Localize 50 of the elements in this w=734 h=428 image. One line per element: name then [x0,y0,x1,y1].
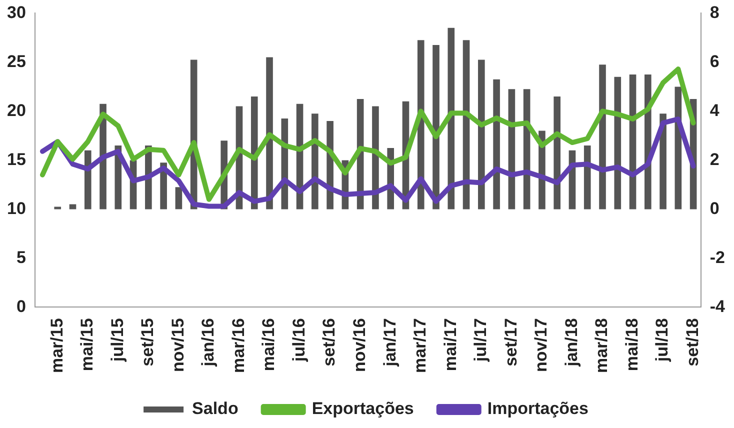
x-tick-label: mai/15 [78,318,97,372]
bar [54,206,62,210]
y2-tick-label: 6 [710,52,720,71]
x-tick-label: mai/17 [440,318,460,372]
y2-tick-label: 4 [710,100,720,120]
y-tick-label: 5 [16,248,26,267]
y2-tick-label: 8 [710,2,720,22]
bar [84,150,92,210]
y-tick-label: 30 [6,2,26,22]
x-tick-label: mai/18 [622,318,642,372]
bar [448,28,455,210]
y-tick-label: 25 [6,52,26,71]
x-tick-label: jan/18 [562,318,581,368]
y2-tick-label: 2 [710,150,720,169]
x-tick-label: jul/16 [289,318,308,363]
x-tick-label: mar/18 [592,318,612,374]
x-tick-label: set/17 [501,318,520,366]
y-tick-label: 15 [6,150,26,169]
y-tick-label: 0 [16,296,26,316]
y-tick-label: 20 [6,100,26,120]
x-tick-label: nov/16 [350,318,370,372]
x-tick-label: nov/17 [532,318,551,372]
legend-label: Saldo [192,399,238,418]
y-tick-label: 10 [6,198,26,218]
x-tick-label: jan/16 [198,318,218,368]
bar [175,187,182,210]
y2-tick-label: -2 [710,248,726,267]
x-tick-label: jul/18 [652,318,672,363]
x-tick-label: mai/16 [259,318,278,372]
legend-label: Importações [487,399,588,418]
bar [584,145,591,210]
x-tick-label: jul/15 [108,318,127,363]
x-tick-label: jan/17 [380,318,400,368]
bar [478,60,485,210]
x-tick-label: nov/15 [168,318,188,372]
x-tick-label: mar/16 [228,318,248,374]
x-tick-label: set/16 [320,318,339,366]
bar [614,76,622,210]
x-tick-label: set/18 [683,318,702,366]
bar [432,45,440,210]
y2-tick-label: 0 [710,198,720,218]
bar [266,57,273,210]
y2-tick-label: -4 [710,296,726,316]
bar [493,79,500,210]
x-tick-label: mar/15 [47,318,66,374]
x-tick-label: mar/17 [410,318,430,374]
x-tick-label: jul/17 [471,318,490,363]
x-tick-label: set/15 [138,318,158,366]
legend-label: Exportações [312,399,414,418]
bar [372,106,379,210]
